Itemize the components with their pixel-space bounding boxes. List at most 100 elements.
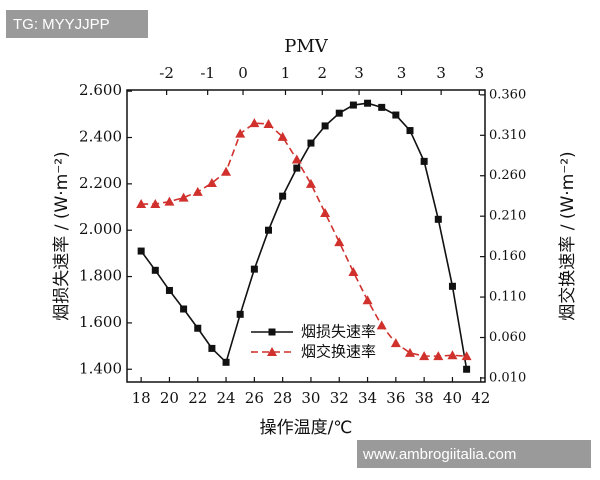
marker — [291, 154, 302, 164]
marker — [151, 266, 159, 274]
marker — [263, 118, 274, 128]
top-tick-label: 3 — [475, 64, 485, 82]
y-tick-label: 1.800 — [79, 267, 122, 285]
marker — [335, 109, 343, 117]
marker — [250, 265, 258, 273]
y-tick-label: 1.400 — [79, 359, 122, 377]
top-tick-label: 3 — [354, 64, 364, 82]
marker — [390, 338, 401, 348]
legend-marker — [268, 328, 276, 336]
top-axis-title: PMV — [284, 36, 329, 57]
y2-tick-label: 0.260 — [489, 168, 526, 183]
marker — [165, 286, 173, 294]
top-tick-label: 2 — [317, 64, 327, 82]
x-tick-label: 24 — [217, 389, 236, 407]
x-tick-label: 40 — [443, 389, 462, 407]
watermark-box — [6, 10, 148, 38]
marker — [192, 186, 203, 196]
marker — [150, 199, 161, 209]
x-tick-label: 18 — [132, 389, 151, 407]
top-tick-label: -2 — [159, 64, 174, 82]
marker — [320, 207, 331, 217]
marker — [378, 103, 386, 111]
marker — [221, 166, 232, 176]
top-tick-label: 1 — [281, 64, 291, 82]
x-tick-label: 28 — [273, 389, 292, 407]
marker — [406, 127, 414, 135]
y2-axis-label: 烟交换速率 / (W·m⁻²) — [558, 151, 578, 320]
watermark: www.ambrogiitalia.com — [362, 446, 516, 463]
marker — [433, 351, 444, 361]
marker — [194, 324, 202, 332]
marker — [461, 351, 472, 361]
marker — [349, 101, 357, 109]
top-tick-label: 3 — [397, 64, 407, 82]
x-tick-label: 32 — [330, 389, 349, 407]
legend-label: 烟交换速率 — [301, 343, 376, 361]
marker — [376, 320, 387, 330]
marker — [206, 178, 217, 188]
marker — [405, 347, 416, 357]
marker — [419, 351, 430, 361]
y2-tick-label: 0.360 — [489, 87, 526, 102]
y2-tick-label: 0.010 — [489, 370, 526, 385]
marker — [235, 128, 246, 138]
y-tick-label: 2.200 — [79, 174, 122, 192]
marker — [222, 358, 230, 366]
y2-tick-label: 0.210 — [489, 209, 526, 224]
marker — [448, 282, 456, 290]
marker — [447, 350, 458, 360]
y-tick-label: 2.600 — [79, 81, 122, 99]
marker — [307, 139, 315, 147]
watermark-box — [357, 440, 591, 468]
marker — [236, 310, 244, 318]
marker — [178, 192, 189, 202]
marker — [279, 192, 287, 200]
marker — [208, 344, 216, 352]
x-tick-label: 38 — [415, 389, 434, 407]
top-tick-label: -1 — [200, 64, 215, 82]
marker — [362, 295, 373, 305]
marker — [321, 122, 329, 130]
marker — [265, 226, 273, 234]
legend-marker — [267, 347, 277, 356]
marker — [305, 178, 316, 188]
x-tick-label: 36 — [386, 389, 405, 407]
x-axis-label: 操作温度/℃ — [260, 418, 353, 438]
y2-tick-label: 0.160 — [489, 249, 526, 264]
top-tick-label: 0 — [238, 64, 248, 82]
marker — [137, 247, 145, 255]
marker — [180, 305, 188, 313]
marker — [277, 131, 288, 141]
marker — [420, 157, 428, 165]
y2-tick-label: 0.310 — [489, 128, 526, 143]
plot-frame — [126, 89, 486, 383]
y2-tick-label: 0.060 — [489, 330, 526, 345]
y-tick-label: 1.600 — [79, 313, 122, 331]
marker — [364, 99, 372, 107]
marker — [249, 118, 260, 128]
marker — [334, 237, 345, 247]
marker — [463, 365, 471, 373]
x-tick-label: 22 — [188, 389, 207, 407]
x-tick-label: 20 — [160, 389, 179, 407]
marker — [348, 266, 359, 276]
top-tick-label: 3 — [436, 64, 446, 82]
marker — [136, 199, 147, 209]
x-tick-label: 30 — [301, 389, 320, 407]
x-tick-label: 42 — [471, 389, 490, 407]
marker — [434, 215, 442, 223]
marker — [293, 164, 301, 172]
x-tick-label: 26 — [245, 389, 264, 407]
x-tick-label: 34 — [358, 389, 377, 407]
marker — [164, 196, 175, 206]
y-tick-label: 2.400 — [79, 128, 122, 146]
y2-tick-label: 0.110 — [489, 290, 526, 305]
legend-label: 烟损失速率 — [301, 323, 376, 341]
y-tick-label: 2.000 — [79, 220, 122, 238]
watermark: TG: MYYJJPP — [13, 16, 110, 33]
y-axis-label: 烟损失速率 / (W·m⁻²) — [52, 151, 72, 320]
